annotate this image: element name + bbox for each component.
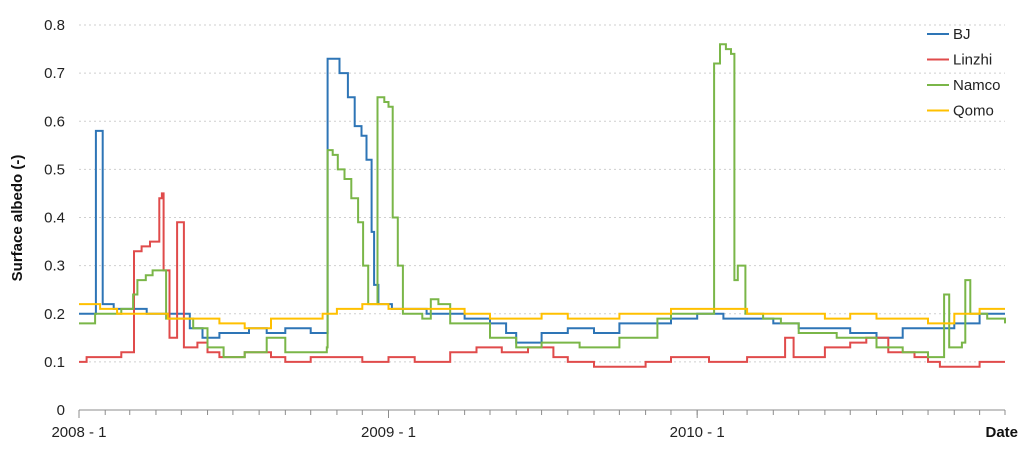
x-axis-title: Date	[985, 424, 1018, 441]
y-axis-title: Surface albedo (-)	[9, 155, 26, 282]
legend: BJ Linzhi Namco Qomo	[927, 26, 1001, 120]
legend-label-namco: Namco	[953, 77, 1001, 94]
legend-label-qomo: Qomo	[953, 103, 994, 120]
y-tick-label: 0.4	[44, 210, 65, 227]
y-tick-label: 0.1	[44, 354, 65, 371]
legend-label-linzhi: Linzhi	[953, 52, 992, 69]
x-tick-label: 2009 - 1	[361, 424, 416, 441]
y-tick-label: 0.6	[44, 113, 65, 130]
gridlines	[79, 24, 1005, 363]
y-tick-label: 0.2	[44, 306, 65, 323]
series-line-bj	[79, 57, 1005, 344]
y-tick-label: 0.8	[44, 17, 65, 34]
series-line-namco	[79, 43, 1006, 359]
x-tick-label: 2008 - 1	[51, 424, 106, 441]
y-tick-label: 0	[57, 402, 65, 419]
series-line-qomo	[79, 303, 1005, 330]
series-lines	[79, 43, 1006, 368]
x-axis: 2008 - 1 2009 - 1 2010 - 1	[51, 409, 1006, 441]
legend-label-bj: BJ	[953, 26, 971, 43]
y-tick-label: 0.5	[44, 161, 65, 178]
x-tick-label: 2010 - 1	[670, 424, 725, 441]
y-tick-label: 0.3	[44, 258, 65, 275]
y-axis-tick-labels: 0 0.1 0.2 0.3 0.4 0.5 0.6 0.7 0.8	[44, 17, 65, 419]
y-tick-label: 0.7	[44, 65, 65, 82]
series-line-linzhi	[79, 192, 1005, 368]
